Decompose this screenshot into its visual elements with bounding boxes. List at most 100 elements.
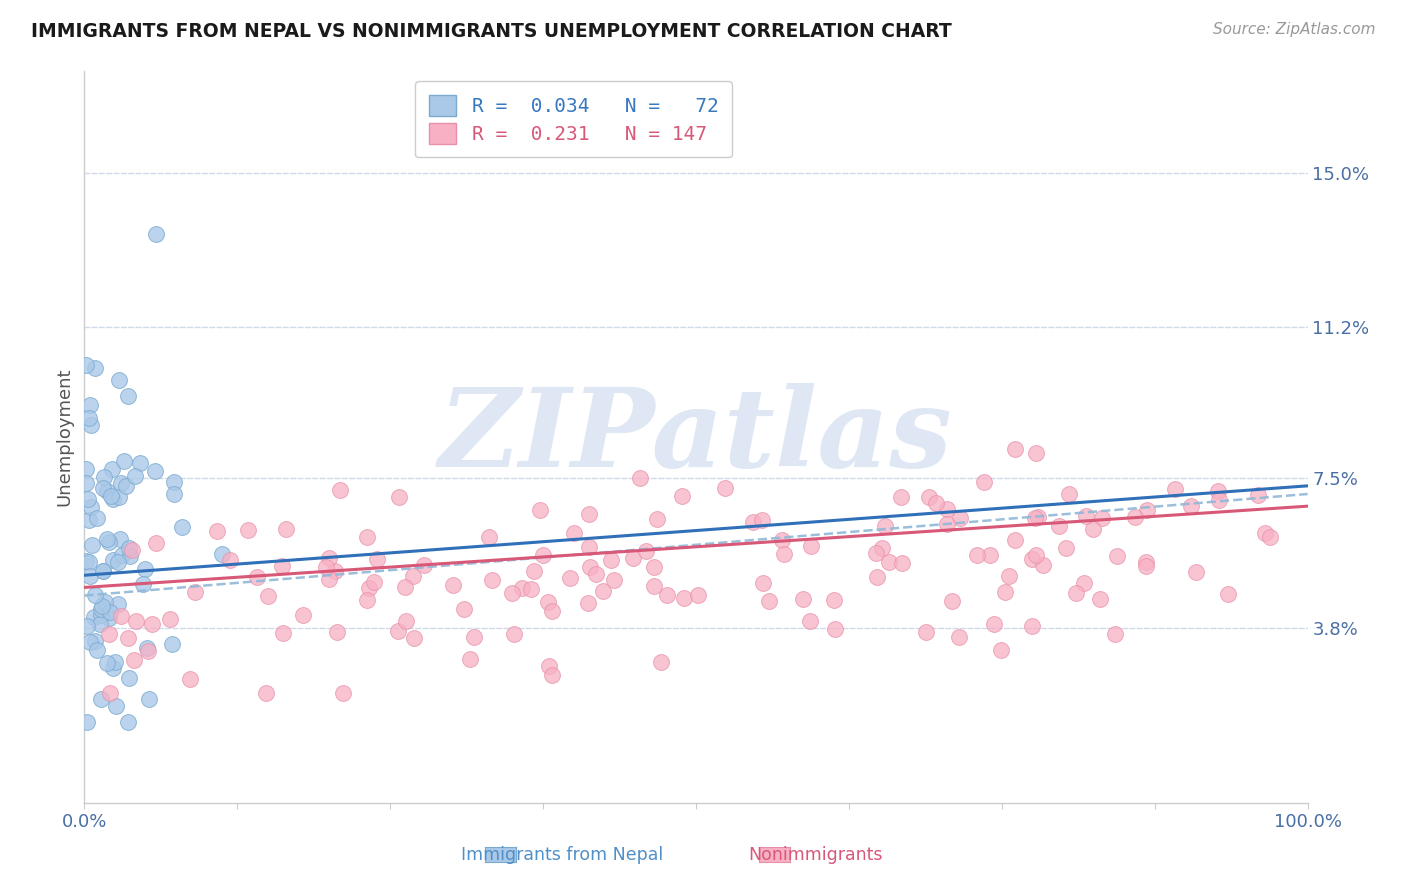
Point [163,487,186,501]
Point [79,635,101,649]
Point [1216,587,1239,601]
Point [643,579,665,593]
Point [585,566,607,581]
Point [75,358,97,372]
Point [915,624,938,639]
Text: ZIPatlas: ZIPatlas [439,384,953,491]
Point [79,513,101,527]
Point [366,552,388,566]
Point [387,624,409,639]
Point [1004,533,1026,548]
Point [1081,522,1104,536]
Point [96,484,118,499]
Point [1135,555,1157,569]
Point [79,569,101,583]
Point [541,668,564,682]
Point [110,548,132,562]
Point [122,653,145,667]
Point [80,500,103,514]
Point [879,555,901,569]
Point [1054,541,1077,555]
Point [564,526,586,541]
Point [270,558,292,573]
Point [1021,551,1043,566]
Point [112,454,135,468]
Point [751,576,773,591]
Point [1254,525,1277,540]
Point [118,541,141,556]
Point [76,619,98,633]
Point [523,564,546,578]
Point [1180,499,1202,513]
Point [96,533,118,547]
Point [413,558,436,572]
Point [110,608,132,623]
Point [138,644,160,658]
Point [1091,511,1114,525]
Point [1185,565,1208,579]
Point [628,471,651,485]
Point [79,555,101,569]
Point [1090,591,1112,606]
Point [108,491,131,505]
Point [453,602,475,616]
Point [76,714,98,729]
Point [579,560,602,574]
Point [713,481,735,495]
Point [90,692,112,706]
Point [1104,626,1126,640]
Point [246,570,269,584]
Point [104,656,127,670]
Point [363,574,385,589]
Point [179,672,201,686]
Point [1107,549,1129,564]
Point [865,546,887,560]
Point [238,523,260,537]
Point [966,549,988,563]
Text: Source: ZipAtlas.com: Source: ZipAtlas.com [1212,22,1375,37]
Point [1074,509,1097,524]
Point [758,594,780,608]
Point [751,513,773,527]
Point [170,520,193,534]
Point [770,533,793,547]
Point [481,573,503,587]
Point [600,552,623,566]
Point [823,593,845,607]
Point [501,586,523,600]
Point [621,550,644,565]
Point [463,630,485,644]
Point [576,596,599,610]
Point [75,554,97,568]
Point [117,631,139,645]
Point [578,540,600,554]
Point [1247,488,1270,502]
Point [90,607,112,622]
Point [274,522,297,536]
Point [83,361,105,376]
Point [510,581,533,595]
Point [356,592,378,607]
Point [688,588,710,602]
Point [94,595,117,609]
Point [1025,446,1047,460]
Point [1164,482,1187,496]
Point [128,456,150,470]
Point [941,594,963,608]
Point [136,641,159,656]
Point [145,536,167,550]
Point [558,571,581,585]
Point [160,637,183,651]
Point [537,594,560,608]
Point [211,548,233,562]
Point [120,549,142,564]
Point [143,464,166,478]
Point [98,686,121,700]
Point [86,511,108,525]
Point [441,578,464,592]
Point [925,496,948,510]
Point [97,535,120,549]
Point [329,483,352,497]
Point [917,490,939,504]
Point [98,605,121,619]
